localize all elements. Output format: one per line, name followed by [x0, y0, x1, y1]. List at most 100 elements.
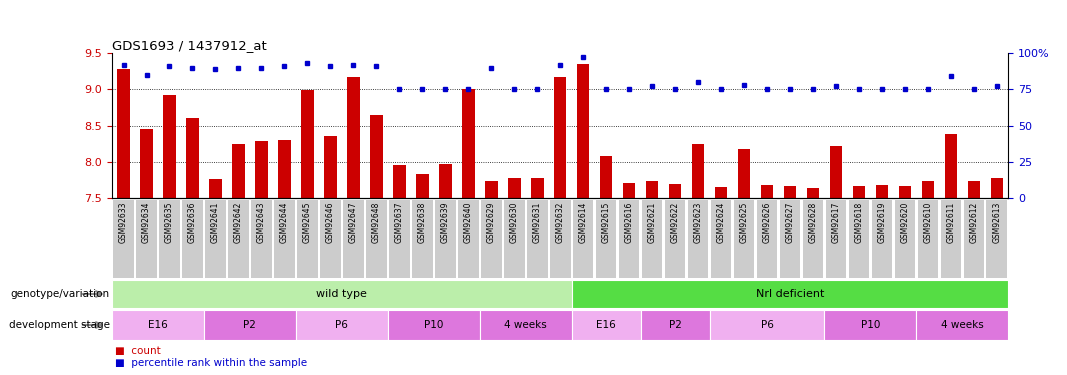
FancyBboxPatch shape — [711, 200, 731, 278]
Text: GSM92612: GSM92612 — [969, 201, 978, 243]
FancyBboxPatch shape — [435, 200, 456, 278]
Text: P2: P2 — [243, 320, 256, 330]
Text: GSM92644: GSM92644 — [280, 201, 289, 243]
Text: GSM92635: GSM92635 — [165, 201, 174, 243]
Bar — [508, 178, 521, 198]
Text: GSM92630: GSM92630 — [510, 201, 519, 243]
FancyBboxPatch shape — [366, 200, 386, 278]
Bar — [255, 141, 268, 198]
Bar — [990, 178, 1003, 198]
FancyBboxPatch shape — [802, 200, 824, 278]
FancyBboxPatch shape — [940, 200, 961, 278]
Bar — [669, 184, 682, 198]
Bar — [572, 280, 1008, 308]
Text: ■  count: ■ count — [115, 346, 161, 355]
Bar — [347, 77, 360, 198]
FancyBboxPatch shape — [137, 200, 157, 278]
FancyBboxPatch shape — [641, 200, 663, 278]
FancyBboxPatch shape — [573, 200, 593, 278]
Bar — [944, 134, 957, 198]
Bar — [640, 310, 710, 340]
FancyBboxPatch shape — [113, 200, 133, 278]
Text: P10: P10 — [861, 320, 880, 330]
Text: GSM92621: GSM92621 — [648, 201, 656, 243]
Text: GSM92631: GSM92631 — [532, 201, 542, 243]
FancyBboxPatch shape — [389, 200, 410, 278]
Bar — [484, 182, 497, 198]
Bar — [917, 310, 1008, 340]
FancyBboxPatch shape — [550, 200, 571, 278]
Bar — [186, 118, 198, 198]
Bar — [163, 95, 176, 198]
Text: GSM92632: GSM92632 — [556, 201, 564, 243]
FancyBboxPatch shape — [343, 200, 364, 278]
FancyBboxPatch shape — [504, 200, 525, 278]
Bar — [278, 140, 290, 198]
Bar — [296, 310, 387, 340]
Text: GSM92623: GSM92623 — [694, 201, 702, 243]
Text: GSM92638: GSM92638 — [418, 201, 427, 243]
Bar — [531, 178, 543, 198]
Text: GSM92636: GSM92636 — [188, 201, 197, 243]
Bar — [922, 181, 935, 198]
Text: GSM92611: GSM92611 — [946, 201, 955, 243]
Text: GSM92639: GSM92639 — [441, 201, 450, 243]
Bar — [577, 64, 589, 198]
Bar — [462, 89, 475, 198]
Bar — [416, 174, 429, 198]
FancyBboxPatch shape — [688, 200, 708, 278]
FancyBboxPatch shape — [826, 200, 846, 278]
Text: P6: P6 — [761, 320, 774, 330]
Bar — [710, 310, 825, 340]
Text: GSM92618: GSM92618 — [855, 201, 863, 243]
FancyBboxPatch shape — [894, 200, 915, 278]
FancyBboxPatch shape — [205, 200, 226, 278]
Bar — [387, 310, 480, 340]
FancyBboxPatch shape — [734, 200, 754, 278]
Bar — [301, 90, 314, 198]
FancyBboxPatch shape — [872, 200, 892, 278]
FancyBboxPatch shape — [182, 200, 203, 278]
Text: GSM92643: GSM92643 — [257, 201, 266, 243]
Bar — [140, 129, 153, 198]
FancyBboxPatch shape — [251, 200, 272, 278]
Text: GSM92619: GSM92619 — [877, 201, 887, 243]
Bar — [112, 280, 572, 308]
Text: genotype/variation: genotype/variation — [11, 289, 110, 299]
Text: GSM92645: GSM92645 — [303, 201, 312, 243]
Text: GSM92640: GSM92640 — [464, 201, 473, 243]
FancyBboxPatch shape — [964, 200, 984, 278]
Text: GSM92648: GSM92648 — [371, 201, 381, 243]
Text: GDS1693 / 1437912_at: GDS1693 / 1437912_at — [112, 39, 267, 52]
Bar — [807, 188, 819, 198]
FancyBboxPatch shape — [619, 200, 639, 278]
Text: GSM92633: GSM92633 — [120, 201, 128, 243]
Bar — [600, 156, 612, 198]
Bar — [715, 187, 728, 198]
FancyBboxPatch shape — [780, 200, 800, 278]
Text: GSM92647: GSM92647 — [349, 201, 357, 243]
Text: GSM92613: GSM92613 — [992, 201, 1001, 243]
FancyBboxPatch shape — [918, 200, 938, 278]
Text: 4 weeks: 4 weeks — [505, 320, 547, 330]
Bar — [117, 69, 130, 198]
Bar — [480, 310, 572, 340]
Text: GSM92646: GSM92646 — [325, 201, 335, 243]
Text: GSM92637: GSM92637 — [395, 201, 403, 243]
Bar — [853, 186, 865, 198]
Bar — [370, 115, 383, 198]
Bar — [761, 185, 774, 198]
Text: ■  percentile rank within the sample: ■ percentile rank within the sample — [115, 358, 307, 368]
FancyBboxPatch shape — [274, 200, 294, 278]
Bar — [825, 310, 917, 340]
Text: GSM92627: GSM92627 — [785, 201, 795, 243]
Text: P2: P2 — [669, 320, 682, 330]
Bar — [572, 310, 640, 340]
Bar — [737, 149, 750, 198]
Text: GSM92625: GSM92625 — [739, 201, 749, 243]
Bar — [691, 144, 704, 198]
Bar — [876, 185, 888, 198]
Text: GSM92642: GSM92642 — [234, 201, 243, 243]
FancyBboxPatch shape — [320, 200, 340, 278]
Text: GSM92628: GSM92628 — [809, 201, 817, 243]
